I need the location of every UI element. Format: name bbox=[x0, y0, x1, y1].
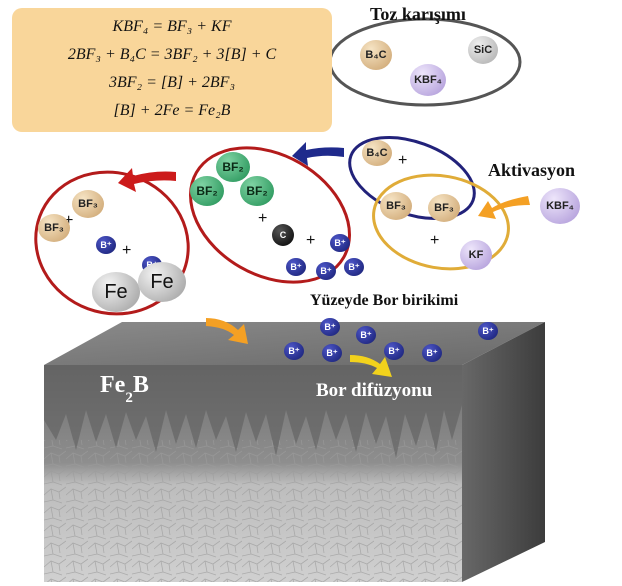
plus-sign: + bbox=[258, 210, 268, 227]
molecule-bf3: BF₃ bbox=[72, 190, 104, 218]
molecule-sic: SiC bbox=[468, 36, 498, 64]
surface-boron-heading: Yüzeyde Bor birikimi bbox=[310, 292, 459, 309]
plus-sign: + bbox=[430, 232, 440, 249]
molecule-bf3: BF₃ bbox=[38, 214, 70, 242]
surface-boron-ion: B⁺ bbox=[422, 344, 442, 362]
boron-ion: B⁺ bbox=[344, 258, 364, 276]
molecule-b4c-powder: B₄C bbox=[360, 40, 392, 70]
arrow-red bbox=[118, 168, 176, 192]
molecule-b4c: B₄C bbox=[362, 140, 392, 166]
plus-sign: + bbox=[306, 232, 316, 249]
surface-boron-ion: B⁺ bbox=[320, 318, 340, 336]
molecule-kbf4-activation: KBF₄ bbox=[540, 188, 580, 224]
boron-ion: B⁺ bbox=[316, 262, 336, 280]
molecule-bf3: BF₃ bbox=[428, 194, 460, 222]
molecule-bf2: BF₂ bbox=[216, 152, 250, 182]
arrow-blue bbox=[292, 142, 344, 166]
molecule-bf2: BF₂ bbox=[190, 176, 224, 206]
molecule-bf2: BF₂ bbox=[240, 176, 274, 206]
fe2b-label-fe: Fe bbox=[100, 372, 126, 398]
equation-3: 3BF₂ = [B] + 2BF₃ bbox=[108, 74, 236, 91]
surface-boron-ion: B⁺ bbox=[478, 322, 498, 340]
arrow-down-orange bbox=[206, 318, 248, 344]
molecule-fe: Fe bbox=[92, 272, 140, 312]
surface-boron-ion: B⁺ bbox=[284, 342, 304, 360]
plus-sign: + bbox=[64, 212, 74, 229]
equation-2: 2BF₃ + B₄C = 3BF₂ + 3[B] + C bbox=[67, 46, 277, 63]
molecule-kbf4-powder: KBF₄ bbox=[410, 64, 446, 96]
boron-ion: B⁺ bbox=[96, 236, 116, 254]
arrow-activation bbox=[478, 196, 530, 219]
block-grain-texture bbox=[44, 440, 462, 582]
molecule-carbon: C bbox=[272, 224, 294, 246]
molecule-bf3: BF₃ bbox=[380, 192, 412, 220]
molecule-fe: Fe bbox=[138, 262, 186, 302]
surface-boron-ion: B⁺ bbox=[384, 342, 404, 360]
arrow-diffusion-yellow bbox=[350, 355, 392, 377]
equation-1: KBF₄ = BF₃ + KF bbox=[112, 18, 232, 35]
surface-boron-ion: B⁺ bbox=[322, 344, 342, 362]
surface-boron-ion: B⁺ bbox=[356, 326, 376, 344]
fe2b-label: Fe2B bbox=[100, 372, 149, 406]
plus-sign: + bbox=[398, 152, 408, 169]
equation-4: [B] + 2Fe = Fe₂B bbox=[113, 102, 231, 119]
boron-ion: B⁺ bbox=[286, 258, 306, 276]
fe2b-label-b: B bbox=[132, 372, 149, 398]
equation-box: KBF₄ = BF₃ + KF 2BF₃ + B₄C = 3BF₂ + 3[B]… bbox=[12, 8, 332, 132]
molecule-kf: KF bbox=[460, 240, 492, 270]
boron-diffusion-heading: Bor difüzyonu bbox=[316, 380, 433, 401]
fe2b-label-sub: 2 bbox=[125, 390, 133, 406]
boron-ion: B⁺ bbox=[330, 234, 350, 252]
bf2-reaction-ring bbox=[189, 146, 351, 284]
block-side-face bbox=[462, 322, 545, 582]
plus-sign: + bbox=[122, 242, 132, 259]
powder-mixture-heading: Toz karışımı bbox=[370, 4, 466, 24]
activation-ring bbox=[372, 173, 510, 271]
activation-heading: Aktivasyon bbox=[488, 160, 576, 180]
fe2b-columnar-layer bbox=[44, 365, 462, 458]
